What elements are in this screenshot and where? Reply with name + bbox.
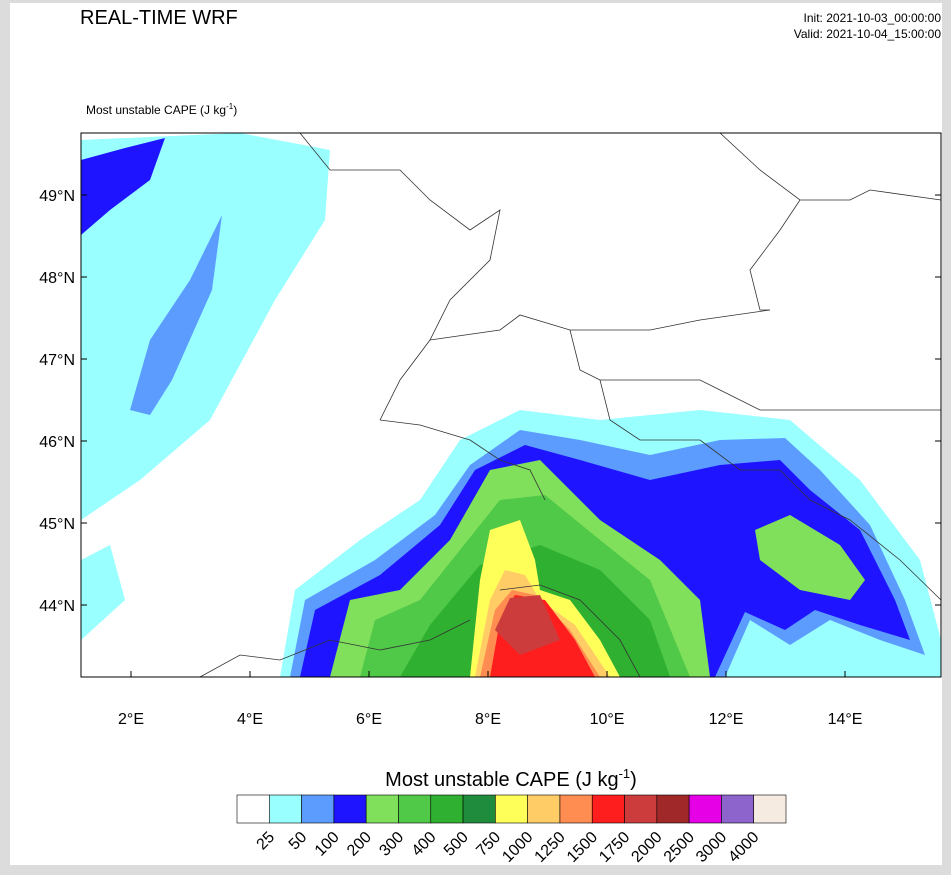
border <box>569 329 941 411</box>
cape-area <box>81 133 330 520</box>
colorbar-title-text: Most unstable CAPE (J kg <box>385 769 618 791</box>
label-exponent: -1 <box>226 102 234 111</box>
field-label: Most unstable CAPE (J kg-1) <box>86 102 237 117</box>
color-box <box>656 794 690 824</box>
lat-label: 44°N <box>39 598 75 615</box>
border <box>379 419 546 501</box>
color-box <box>333 794 367 824</box>
cape-area <box>755 515 865 600</box>
color-box <box>268 794 302 824</box>
colorbar-title-exponent: -1 <box>619 766 631 781</box>
color-box <box>462 794 496 824</box>
lat-label: 45°N <box>39 516 75 533</box>
label-text: ) <box>233 103 237 117</box>
border <box>299 133 501 421</box>
valid-time: Valid: 2021-10-04_15:00:00 <box>794 27 942 41</box>
color-box <box>591 794 625 824</box>
borders <box>199 133 941 677</box>
cape-area <box>495 595 560 655</box>
init-time: Init: 2021-10-03_00:00:00 <box>804 11 942 25</box>
map-frame <box>80 132 942 678</box>
lon-label: 10°E <box>590 711 625 728</box>
lon-axis: 2°E 4°E 6°E 8°E 10°E 12°E 14°E <box>118 671 862 728</box>
lat-label: 47°N <box>39 352 75 369</box>
border <box>199 619 471 677</box>
border <box>429 309 771 341</box>
color-box <box>236 794 270 824</box>
lat-axis: 49°N 48°N 47°N 46°N 45°N 44°N <box>39 188 941 615</box>
border <box>599 379 941 601</box>
cape-area <box>81 545 125 640</box>
colorbar-title-text: ) <box>630 769 637 791</box>
lon-label: 6°E <box>356 711 382 728</box>
cape-area <box>81 138 165 235</box>
lon-label: 12°E <box>709 711 744 728</box>
lon-label: 14°E <box>828 711 863 728</box>
color-box <box>688 794 722 824</box>
lon-label: 2°E <box>118 711 144 728</box>
lon-label: 8°E <box>475 711 501 728</box>
color-box <box>365 794 399 824</box>
lat-label: 49°N <box>39 188 75 205</box>
border <box>719 133 941 201</box>
color-box <box>624 794 658 824</box>
color-box <box>495 794 528 824</box>
lat-label: 48°N <box>39 270 75 287</box>
color-box <box>398 794 432 824</box>
color-box <box>559 794 593 824</box>
border <box>499 584 641 677</box>
lon-label: 4°E <box>237 711 263 728</box>
color-box <box>527 794 561 824</box>
colorbar-title: Most unstable CAPE (J kg-1) <box>385 766 637 791</box>
lat-label: 46°N <box>39 434 75 451</box>
cape-area <box>130 215 222 415</box>
color-box <box>301 794 335 824</box>
title: REAL-TIME WRF <box>80 7 238 29</box>
color-box <box>753 794 787 824</box>
border <box>749 199 801 311</box>
map-field <box>81 133 941 677</box>
color-box <box>721 794 755 824</box>
color-box <box>430 794 464 824</box>
label-text: Most unstable CAPE (J kg <box>86 103 226 117</box>
